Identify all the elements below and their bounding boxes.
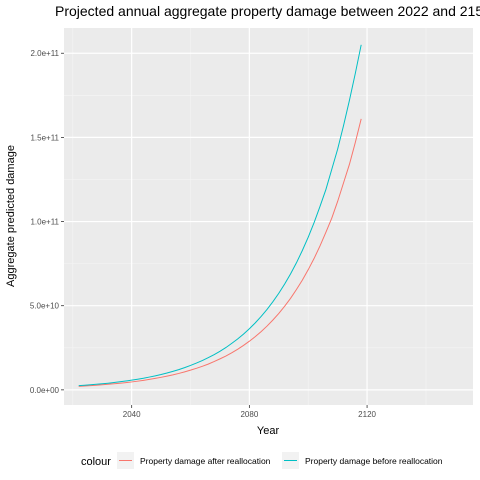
x-axis-ticks: 2040 2080 2120 — [123, 405, 377, 419]
legend-title: colour — [81, 456, 111, 468]
x-tick-label: 2120 — [358, 410, 376, 419]
legend-label-before: Property damage before reallocation — [305, 456, 443, 466]
legend-item-after: Property damage after reallocation — [117, 452, 271, 469]
y-tick-label: 1.5e+11 — [30, 133, 59, 142]
major-gridlines — [64, 28, 473, 405]
plot-panel — [64, 28, 473, 405]
x-tick-label: 2040 — [123, 410, 141, 419]
y-tick-label: 2.0e+11 — [30, 49, 59, 58]
series-line-before — [78, 44, 362, 387]
y-axis-ticks: 0.0e+00 5.0e+10 1.0e+11 1.5e+11 2.0e+11 — [30, 49, 64, 395]
y-tick-label: 1.0e+11 — [30, 218, 59, 227]
series-layer — [78, 44, 362, 387]
x-tick-label: 2080 — [240, 410, 258, 419]
y-tick-label: 0.0e+00 — [30, 386, 60, 395]
x-axis-title: Year — [257, 425, 280, 437]
y-axis-title: Aggregate predicted damage — [5, 145, 17, 287]
chart-title: Projected annual aggregate property dama… — [55, 3, 480, 19]
legend-item-before: Property damage before reallocation — [282, 452, 443, 469]
series-line-after — [78, 118, 362, 387]
legend-label-after: Property damage after reallocation — [140, 456, 271, 466]
y-tick-label: 5.0e+10 — [30, 302, 60, 311]
legend: colour Property damage after reallocatio… — [81, 452, 443, 469]
